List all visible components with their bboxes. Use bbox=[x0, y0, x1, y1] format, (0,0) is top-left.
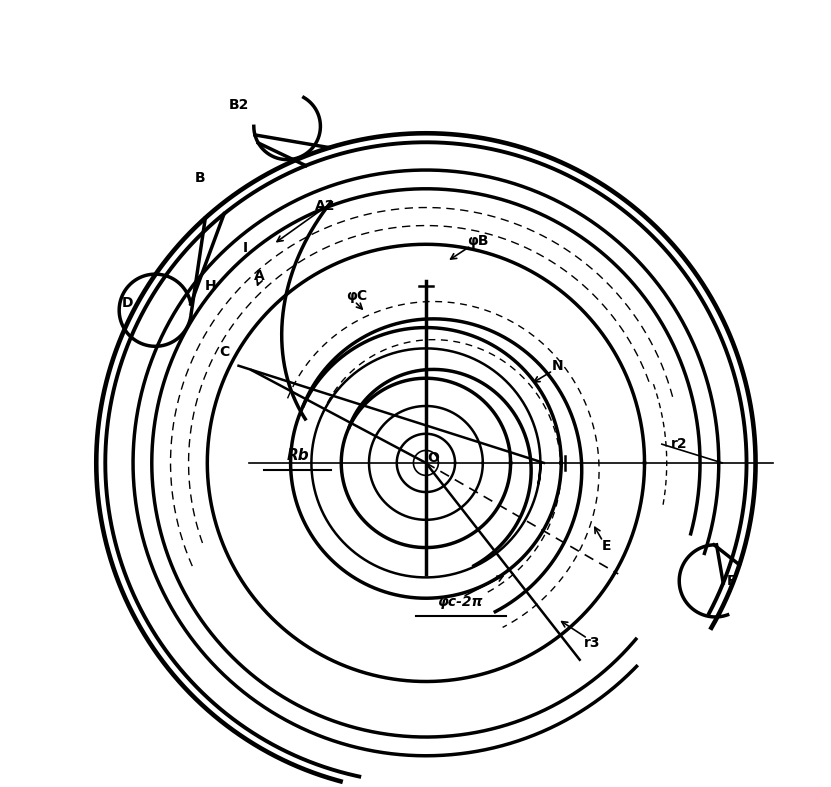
Text: C: C bbox=[219, 345, 230, 359]
Text: B: B bbox=[195, 172, 205, 186]
Text: D: D bbox=[121, 296, 133, 310]
Text: B2: B2 bbox=[229, 98, 248, 113]
Text: r2: r2 bbox=[671, 437, 687, 451]
Text: I: I bbox=[243, 241, 248, 255]
Text: A2: A2 bbox=[315, 199, 336, 213]
Text: Rb: Rb bbox=[286, 449, 309, 464]
Text: N: N bbox=[552, 359, 563, 373]
Text: r3: r3 bbox=[584, 637, 601, 650]
Text: φc-2π: φc-2π bbox=[438, 595, 484, 608]
Text: O: O bbox=[427, 451, 439, 465]
Text: F: F bbox=[726, 574, 736, 588]
Text: E: E bbox=[602, 539, 611, 553]
Text: φB: φB bbox=[467, 234, 489, 248]
Text: A: A bbox=[254, 268, 265, 283]
Text: H: H bbox=[205, 279, 217, 293]
Text: φC: φC bbox=[346, 290, 367, 303]
